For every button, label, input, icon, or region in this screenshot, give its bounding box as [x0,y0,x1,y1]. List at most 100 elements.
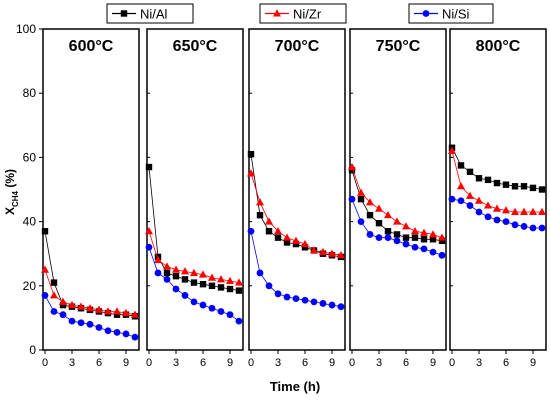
data-point [357,188,365,196]
data-point [265,228,273,235]
data-point [154,269,162,277]
data-point [429,236,437,243]
data-point [77,302,85,310]
legend-item-ni-al: Ni/Al [106,3,194,24]
y-tick-label: 0 [29,343,36,357]
series-line [451,198,542,229]
data-point [475,175,483,182]
data-point [420,245,428,253]
series-ni-si [247,227,345,311]
data-point [172,285,180,293]
data-point [375,220,383,227]
data-point [310,246,318,254]
y-axis-label-main: X [3,207,17,215]
data-point [448,195,456,203]
data-point [466,191,474,199]
data-point [247,150,255,158]
panel-label: 700°C [275,38,320,55]
data-point [59,297,67,305]
data-point [145,163,153,171]
data-point [511,207,519,215]
data-point [475,208,483,216]
series-ni-zr [348,162,446,241]
data-point [493,204,501,212]
panel-label: 800°C [476,38,521,55]
data-point [366,231,374,238]
data-point [438,233,446,241]
panel-5: 0 3 6 9 800°C [448,28,547,369]
legend-marker [422,10,430,17]
data-point [366,198,374,206]
data-point [475,196,483,204]
data-point [348,162,356,171]
x-tick-label: 3 [69,357,75,369]
data-point [181,292,189,299]
data-point [181,267,189,275]
series-ni-al [348,167,446,245]
data-point [208,304,216,312]
x-tick-label: 3 [275,357,281,369]
series-ni-zr [448,146,546,215]
data-point [77,319,85,327]
data-point [366,211,374,219]
series-ni-al [448,144,546,193]
data-point [154,255,162,264]
data-point [122,330,130,338]
data-point [448,146,456,154]
data-point [457,197,465,205]
data-point [502,218,510,226]
data-point [402,222,410,230]
data-point [95,324,103,331]
panel-frame [449,28,547,351]
data-point [235,287,243,294]
data-point [292,240,300,248]
x-tick-label: 9 [530,357,536,369]
data-point [493,179,501,187]
x-tick-label: 9 [329,357,335,369]
data-point [411,234,419,241]
legend-item-ni-zr: Ni/Zr [259,3,347,24]
x-tick-label: 0 [248,357,254,369]
data-point [529,184,537,192]
x-tick-label: 6 [200,357,206,369]
data-point [402,234,410,241]
data-point [292,295,300,303]
data-point [283,233,291,241]
data-point [131,333,139,341]
series-ni-zr [145,227,243,286]
legend-box [408,3,494,24]
data-point [502,181,510,188]
data-point [208,282,216,289]
data-point [217,275,225,283]
x-tick-label: 6 [302,357,308,369]
data-point [538,207,546,215]
panel-frame [349,28,447,351]
data-point [131,310,139,318]
panel-frame [146,28,244,351]
data-point [217,284,225,291]
data-point [50,291,58,299]
data-point [68,300,76,309]
data-point [520,223,528,230]
panel-label: 600°C [69,38,114,55]
data-point [163,269,171,277]
data-point [199,280,207,288]
data-point [484,201,492,209]
data-point [199,270,207,278]
data-point [538,186,546,193]
data-point [283,293,291,301]
data-point [104,327,112,335]
data-point [420,236,428,243]
data-point [393,231,401,238]
series-line [351,166,443,239]
data-point [122,308,130,317]
series-ni-si [41,292,139,341]
data-point [301,239,309,248]
legend-marker [273,9,281,17]
series-ni-si [348,195,446,259]
y-tick-label: 40 [23,215,37,229]
data-point [393,237,401,245]
data-point [529,224,537,232]
series-ni-al [145,163,243,294]
